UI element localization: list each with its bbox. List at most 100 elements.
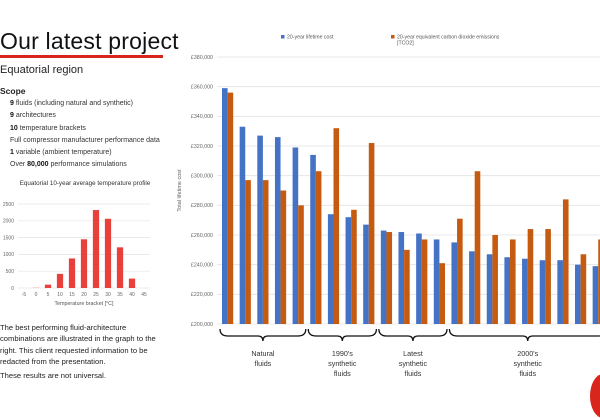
- y-tick-label: 1000: [3, 252, 14, 258]
- emissions-bar: [298, 205, 304, 324]
- emissions-bar: [316, 171, 322, 324]
- page-subtitle: Equatorial region: [0, 64, 83, 76]
- emissions-bar: [492, 235, 498, 324]
- x-tick-label: 35: [117, 292, 123, 298]
- cost-bar: [504, 257, 510, 324]
- x-tick-label: 15: [69, 292, 75, 298]
- cost-bar: [310, 155, 316, 324]
- emissions-bar: [475, 171, 481, 324]
- y-tick-label: £320,000: [191, 144, 213, 150]
- scope-heading: Scope: [0, 86, 26, 96]
- y-tick-label: £340,000: [191, 114, 213, 120]
- legend-swatch-blue: [281, 35, 285, 39]
- temperature-bar: [69, 258, 75, 288]
- chart-legend: 20-year lifetime cost 20-year equivalent …: [281, 35, 500, 47]
- x-tick-label: 10: [57, 292, 63, 298]
- x-tick-label: 30: [105, 292, 111, 298]
- legend-swatch-orange: [391, 35, 395, 39]
- cost-bar: [593, 266, 599, 324]
- emissions-bar: [545, 229, 551, 324]
- temperature-bar: [105, 219, 111, 288]
- legend-label: 20-year equivalent carbon dioxide emissi…: [397, 35, 500, 47]
- cost-bar: [381, 231, 387, 324]
- emissions-bar: [263, 180, 269, 324]
- emissions-bar: [422, 239, 428, 324]
- emissions-bar: [581, 254, 587, 324]
- cost-bar: [222, 88, 228, 324]
- scope-item: 1 variable (ambient temperature): [10, 147, 160, 159]
- x-tick-label: 0: [35, 292, 38, 298]
- scope-item: 9 fluids (including natural and syntheti…: [10, 98, 160, 110]
- y-tick-label: £280,000: [191, 203, 213, 209]
- title-underline: [0, 55, 163, 58]
- emissions-bar: [351, 210, 357, 324]
- page-title: Our latest project: [0, 28, 179, 55]
- legend-label: 20-year lifetime cost: [287, 35, 334, 41]
- cost-bar: [346, 217, 352, 324]
- temperature-chart-title: Equatorial 10-year average temperature p…: [0, 180, 170, 188]
- x-tick-label: -5: [22, 292, 27, 298]
- scope-item: Over 80,000 performance simulations: [10, 159, 160, 171]
- emissions-bar: [245, 180, 251, 324]
- emissions-bar: [281, 191, 287, 325]
- emissions-bar: [439, 263, 445, 324]
- cost-bar: [257, 136, 263, 324]
- temperature-bar: [93, 210, 99, 288]
- summary-text: The best performing fluid-architecture c…: [0, 322, 170, 384]
- y-tick-label: 2000: [3, 219, 14, 225]
- cost-bar: [522, 259, 528, 324]
- cost-bar: [469, 251, 475, 324]
- cost-bar: [451, 242, 457, 324]
- y-tick-label: 1500: [3, 235, 14, 241]
- y-tick-label: £200,000: [191, 322, 213, 328]
- cost-bar: [434, 239, 440, 324]
- x-tick-label: 25: [93, 292, 99, 298]
- x-axis-label: Temperature bracket [°C]: [55, 301, 114, 307]
- temperature-bar: [57, 274, 63, 288]
- y-tick-label: 0: [11, 286, 14, 292]
- emissions-bar: [404, 250, 410, 324]
- cost-bar: [293, 147, 299, 324]
- disclaimer-paragraph: These results are not universal.: [0, 370, 170, 381]
- emissions-bar: [334, 128, 340, 324]
- x-tick-label: 40: [129, 292, 135, 298]
- scope-item: 9 architectures: [10, 110, 160, 122]
- cost-bar: [240, 127, 246, 324]
- cost-bar: [275, 137, 281, 324]
- emissions-bar: [386, 232, 392, 324]
- y-tick-label: 2500: [3, 202, 14, 208]
- y-tick-label: £360,000: [191, 84, 213, 90]
- y-tick-label: £380,000: [191, 55, 213, 61]
- group-brace: [379, 329, 447, 341]
- emissions-bar: [563, 199, 569, 324]
- y-tick-label: £300,000: [191, 173, 213, 179]
- emissions-bar: [369, 143, 375, 324]
- group-brace: [308, 329, 376, 341]
- x-tick-label: 20: [81, 292, 87, 298]
- y-tick-label: £240,000: [191, 262, 213, 268]
- cost-bar: [363, 225, 369, 324]
- scope-item: Full compressor manufacturer performance…: [10, 135, 160, 147]
- cost-bar: [328, 214, 334, 324]
- emissions-bar: [228, 93, 234, 324]
- cost-bar: [575, 265, 581, 324]
- scope-list: 9 fluids (including natural and syntheti…: [10, 98, 160, 172]
- summary-paragraph: The best performing fluid-architecture c…: [0, 322, 170, 367]
- group-brace: [449, 329, 600, 341]
- temperature-bar: [45, 285, 51, 288]
- cost-bar: [557, 260, 563, 324]
- x-tick-label: 5: [47, 292, 50, 298]
- temperature-bar: [117, 247, 123, 288]
- y-axis-label: Total lifetime cost: [177, 169, 183, 212]
- y-tick-label: £260,000: [191, 233, 213, 239]
- group-brace: [220, 329, 306, 341]
- emissions-bar: [457, 219, 463, 324]
- y-tick-label: 500: [6, 269, 15, 275]
- temperature-bar: [81, 239, 87, 288]
- cost-bar: [540, 260, 546, 324]
- scope-item: 10 temperature brackets: [10, 123, 160, 135]
